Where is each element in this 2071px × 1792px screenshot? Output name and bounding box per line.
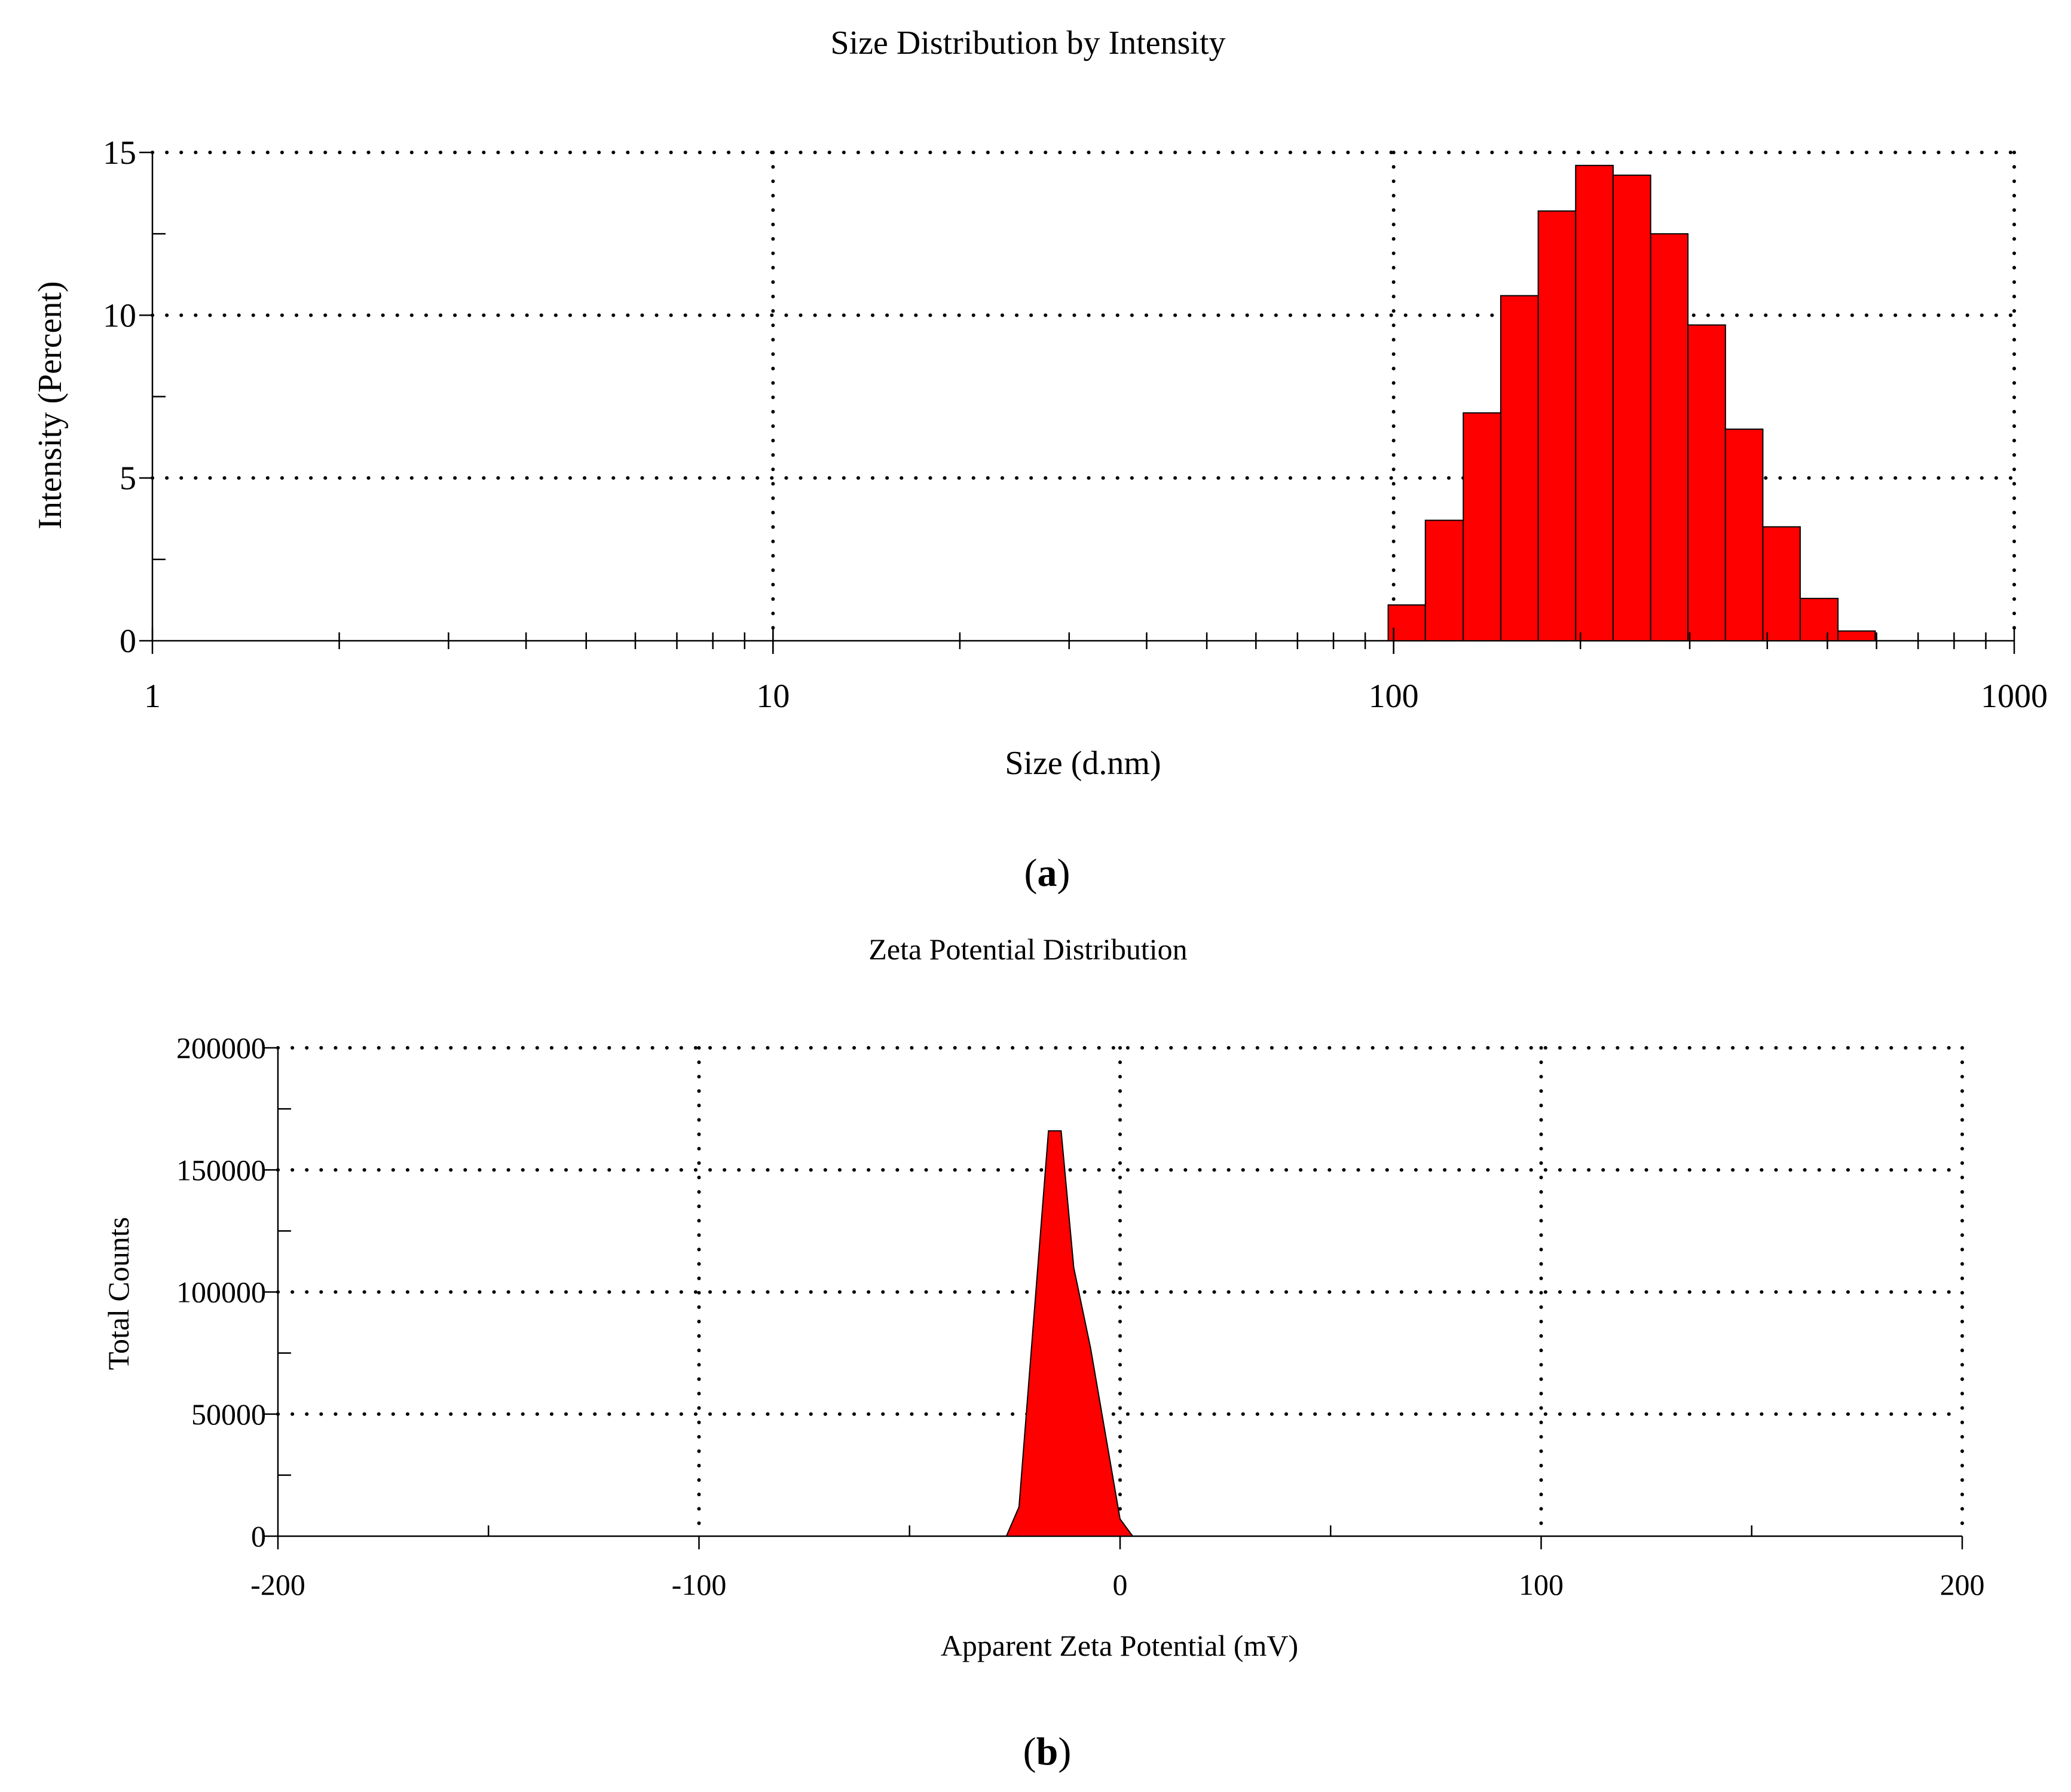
chart-a-x-label: Size (d.nm): [1005, 745, 1161, 782]
chart-a-bar: [1575, 164, 1614, 641]
chart-a-bars: [1387, 164, 1876, 642]
chart-b-y-tick-label: 50000: [191, 1397, 266, 1431]
chart-b-x-label: Apparent Zeta Potential (mV): [941, 1629, 1298, 1662]
chart-b-area: [1005, 1130, 1134, 1537]
chart-b-y-tick-label: 100000: [176, 1276, 266, 1309]
chart-a-y-tick-label: 5: [120, 460, 136, 497]
chart-b-tick-labels: -200 -100 0 100 200 0 50000 100000 150000 200000: [176, 1031, 1985, 1601]
chart-a-bar: [1424, 519, 1464, 641]
chart-b-x-tick-label: 200: [1940, 1568, 1985, 1601]
chart-b-y-tick-label: 150000: [176, 1153, 266, 1186]
chart-b-x-tick-label: -100: [672, 1568, 727, 1601]
chart-a-bar: [1612, 175, 1651, 642]
chart-a-bar: [1537, 210, 1577, 642]
chart-a-tick-labels: 1 10 100 1000 0 5 10 15: [103, 134, 2048, 715]
chart-a-x-tick-label: 1000: [1981, 678, 2048, 715]
chart-a-x-tick-label: 1: [144, 678, 161, 715]
chart-a-bar: [1799, 598, 1839, 642]
chart-b-area-series: [1005, 1130, 1134, 1537]
chart-a-x-tick-label: 100: [1369, 678, 1419, 715]
chart-b-y-label: Total Counts: [102, 1217, 135, 1370]
chart-a-y-tick-label: 10: [103, 297, 136, 334]
chart-a-bar: [1463, 412, 1501, 641]
chart-b-grid: [276, 1046, 1964, 1538]
panel-a-caption: (a): [1024, 851, 1070, 895]
chart-b-ticks: [265, 1047, 1963, 1549]
chart-b-y-tick-label: 200000: [176, 1031, 266, 1065]
chart-a-bar: [1687, 324, 1726, 641]
chart-a-bar: [1500, 295, 1539, 641]
chart-b-x-tick-label: 0: [1113, 1568, 1128, 1601]
chart-a-y-label: Intensity (Percent): [32, 281, 69, 529]
chart-b-x-tick-label: 100: [1519, 1568, 1564, 1601]
panel-b-caption-letter: b: [1036, 1730, 1059, 1773]
panel-b-caption: (b): [1023, 1730, 1072, 1773]
chart-a-bar: [1724, 428, 1764, 641]
chart-b: Zeta Potential Distribution -200 -100 0 100…: [102, 932, 1985, 1773]
chart-a-bar: [1762, 526, 1801, 641]
chart-a-bar: [1650, 233, 1689, 641]
chart-a-y-tick-label: 15: [103, 134, 136, 172]
chart-a-x-tick-label: 10: [756, 678, 790, 715]
chart-b-y-tick-label: 0: [251, 1519, 266, 1553]
chart-a-title: Size Distribution by Intensity: [830, 25, 1225, 62]
chart-a-y-tick-label: 0: [120, 623, 136, 660]
chart-a: Size Distribution by Intensity 1 10 100 100…: [32, 25, 2048, 895]
chart-a-grid: [151, 151, 2016, 643]
panel-a-caption-open: (: [1024, 851, 1038, 895]
panel-a-caption-close: ): [1057, 851, 1070, 895]
chart-a-bar: [1837, 630, 1876, 642]
chart-b-title: Zeta Potential Distribution: [868, 932, 1187, 966]
chart-a-bar: [1387, 604, 1426, 642]
panel-b-caption-open: (: [1023, 1730, 1036, 1773]
panel-b-caption-close: ): [1058, 1730, 1071, 1773]
panel-a-caption-letter: a: [1038, 851, 1057, 895]
chart-b-x-tick-label: -200: [250, 1568, 305, 1601]
chart-a-ticks: [139, 151, 2015, 654]
